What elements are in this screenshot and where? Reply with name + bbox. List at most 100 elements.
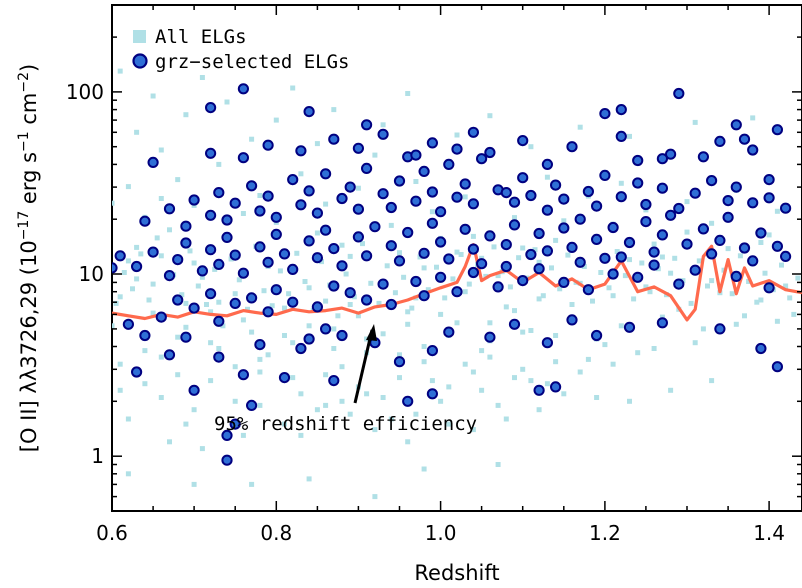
all-elg-point bbox=[112, 323, 115, 329]
all-elg-point bbox=[183, 421, 189, 427]
all-elg-point bbox=[565, 252, 571, 258]
all-elg-point bbox=[438, 311, 444, 317]
all-elg-point bbox=[659, 314, 665, 320]
all-elg-point bbox=[561, 218, 567, 224]
grz-selected-point bbox=[426, 137, 438, 149]
grz-selected-point bbox=[623, 321, 636, 333]
grz-selected-point bbox=[303, 185, 315, 197]
all-elg-point bbox=[306, 476, 312, 482]
grz-selected-point bbox=[213, 315, 225, 327]
all-elg-point bbox=[364, 391, 370, 397]
all-elg-point bbox=[204, 302, 209, 307]
grz-selected-point bbox=[517, 135, 529, 147]
all-elg-point bbox=[360, 241, 365, 247]
grz-selected-point bbox=[443, 326, 455, 338]
grz-selected-point bbox=[180, 237, 192, 249]
grz-selected-point bbox=[599, 169, 611, 181]
all-elg-point bbox=[442, 295, 448, 301]
all-elg-point bbox=[150, 310, 156, 316]
all-elg-point bbox=[323, 298, 329, 304]
all-elg-point bbox=[602, 342, 608, 348]
all-elg-point bbox=[339, 364, 345, 370]
all-elg-point bbox=[319, 259, 324, 265]
all-elg-point bbox=[791, 311, 797, 317]
all-elg-point bbox=[688, 300, 694, 306]
grz-selected-point bbox=[558, 222, 570, 234]
grz-selected-point bbox=[262, 190, 274, 202]
grz-selected-point bbox=[188, 302, 200, 314]
grz-selected-point bbox=[278, 248, 291, 260]
all-elg-point bbox=[495, 462, 501, 467]
all-elg-point bbox=[470, 427, 476, 433]
all-elg-point bbox=[779, 262, 784, 268]
legend-marker-selected bbox=[132, 53, 148, 69]
grz-selected-point bbox=[747, 144, 759, 156]
all-elg-point bbox=[544, 174, 550, 180]
grz-selected-point bbox=[303, 333, 315, 345]
grz-selected-point bbox=[648, 259, 660, 271]
all-elg-point bbox=[384, 263, 390, 269]
all-elg-point bbox=[421, 466, 427, 472]
all-elg-point bbox=[323, 372, 329, 378]
all-elg-point bbox=[347, 253, 353, 259]
grz-selected-point bbox=[673, 87, 685, 100]
all-elg-point bbox=[208, 340, 214, 346]
all-elg-point bbox=[257, 369, 263, 375]
all-elg-point bbox=[692, 119, 698, 125]
all-elg-point bbox=[158, 253, 164, 259]
grz-selected-point bbox=[582, 185, 595, 198]
grz-selected-point bbox=[763, 174, 775, 186]
all-elg-point bbox=[553, 333, 559, 338]
all-elg-point bbox=[175, 177, 181, 183]
all-elg-point bbox=[302, 279, 308, 284]
grz-selected-points bbox=[112, 83, 792, 466]
grz-selected-point bbox=[508, 219, 521, 231]
grz-selected-point bbox=[221, 429, 233, 441]
all-elg-point bbox=[528, 144, 534, 150]
grz-selected-point bbox=[139, 215, 151, 227]
grz-selected-point bbox=[188, 384, 200, 396]
grz-selected-point bbox=[714, 234, 726, 246]
all-elg-point bbox=[183, 112, 189, 118]
all-elg-point bbox=[240, 317, 246, 323]
all-elg-point bbox=[709, 378, 715, 384]
all-elg-point bbox=[700, 326, 706, 332]
grz-selected-point bbox=[771, 124, 784, 136]
all-elg-point bbox=[331, 346, 337, 351]
all-elg-point bbox=[610, 293, 616, 299]
grz-selected-point bbox=[352, 142, 364, 154]
all-elg-point bbox=[208, 378, 214, 384]
all-elg-point bbox=[479, 387, 485, 393]
all-elg-point bbox=[112, 200, 115, 206]
all-elg-point bbox=[787, 295, 793, 301]
all-elg-point bbox=[557, 286, 563, 292]
all-elg-point bbox=[257, 356, 263, 362]
all-elg-point bbox=[585, 356, 591, 362]
grz-selected-point bbox=[517, 172, 529, 184]
grz-selected-point bbox=[270, 228, 282, 240]
all-elg-point bbox=[590, 298, 595, 304]
all-elg-point bbox=[199, 75, 205, 80]
all-elg-point bbox=[544, 381, 550, 387]
all-elg-point bbox=[298, 391, 304, 397]
all-elg-point bbox=[257, 193, 263, 198]
grz-selected-point bbox=[525, 248, 537, 261]
grz-selected-point bbox=[591, 200, 603, 212]
grz-selected-point bbox=[476, 153, 488, 165]
all-elg-point bbox=[446, 421, 452, 427]
all-elg-point bbox=[138, 251, 144, 257]
all-elg-point bbox=[339, 242, 345, 248]
all-elg-point bbox=[388, 222, 394, 228]
all-elg-point bbox=[462, 289, 468, 295]
all-elg-point bbox=[647, 289, 653, 295]
all-elg-point bbox=[446, 384, 452, 390]
grz-selected-point bbox=[237, 369, 249, 381]
all-elg-point bbox=[413, 179, 419, 184]
all-elg-point bbox=[594, 395, 600, 400]
grz-selected-point bbox=[229, 249, 241, 261]
grz-selected-point bbox=[681, 238, 693, 250]
all-elg-point bbox=[290, 375, 296, 381]
all-elg-point bbox=[581, 264, 587, 269]
all-elg-point bbox=[306, 323, 312, 329]
all-elg-point bbox=[240, 432, 246, 438]
